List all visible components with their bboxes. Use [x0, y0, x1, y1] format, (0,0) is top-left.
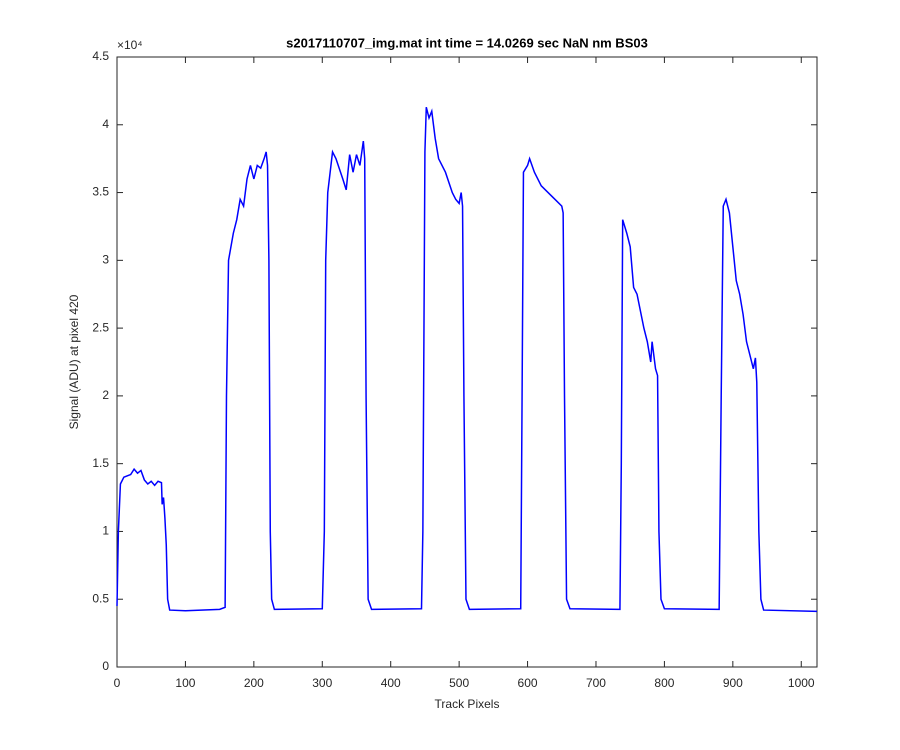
- y-tick-label: 4: [102, 117, 109, 131]
- x-tick-label: 1000: [788, 676, 815, 690]
- y-tick-label: 0: [102, 659, 109, 673]
- x-tick-label: 500: [449, 676, 469, 690]
- x-axis-label: Track Pixels: [435, 697, 500, 711]
- plot-area: [116, 56, 818, 668]
- x-tick-label: 800: [654, 676, 674, 690]
- y-tick-label: 2: [102, 388, 109, 402]
- y-scale-label: ×10⁴: [117, 38, 143, 52]
- x-tick-label: 300: [312, 676, 332, 690]
- y-tick-label: 3: [102, 253, 109, 267]
- x-tick-label: 900: [723, 676, 743, 690]
- y-tick-label: 1.5: [92, 456, 109, 470]
- chart-title: s2017110707_img.mat int time = 14.0269 s…: [286, 35, 648, 50]
- x-tick-label: 0: [114, 676, 121, 690]
- y-tick-label: 1: [102, 524, 109, 538]
- x-tick-label: 400: [381, 676, 401, 690]
- x-tick-label: 100: [175, 676, 195, 690]
- x-tick-label: 600: [518, 676, 538, 690]
- data-line: [116, 106, 818, 613]
- y-tick-label: 3.5: [92, 185, 109, 199]
- y-tick-label: 4.5: [92, 49, 109, 63]
- x-tick-label: 700: [586, 676, 606, 690]
- x-tick-label: 200: [244, 676, 264, 690]
- y-axis-label: Signal (ADU) at pixel 420: [67, 294, 81, 429]
- y-tick-label: 2.5: [92, 320, 109, 334]
- y-tick-label: 0.5: [92, 591, 109, 605]
